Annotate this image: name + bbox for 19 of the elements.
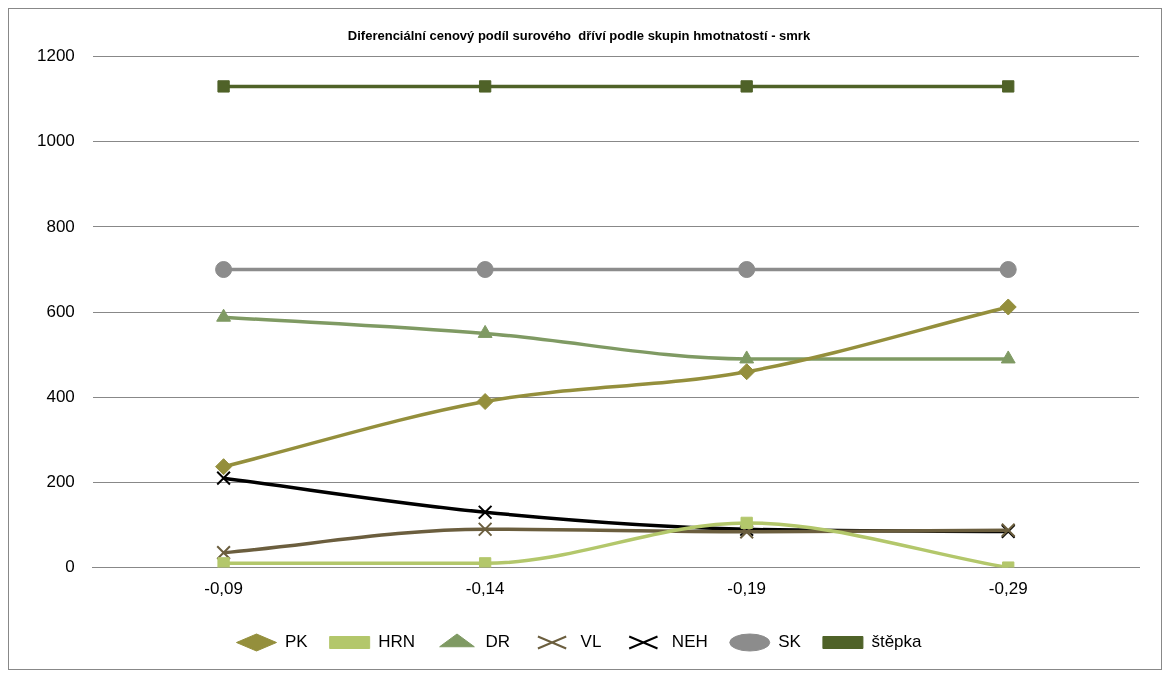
y-tick-label: 1200 (36, 46, 75, 66)
x-tick-label: -0,14 (465, 579, 505, 599)
y-tick-label: 400 (46, 386, 75, 406)
y-tick-label: 0 (65, 557, 75, 577)
legend-label: NEH (671, 632, 708, 652)
x-tick-label: -0,09 (204, 579, 243, 599)
legend-label: DR (485, 632, 511, 652)
legend-label: VL (580, 632, 602, 652)
chart-title: Diferenciální cenový podíl surového dříví podle skupin hmotnatostí - smrk (347, 28, 811, 44)
y-tick-label: 1000 (36, 131, 75, 151)
x-tick-label: -0,29 (988, 579, 1028, 599)
y-tick-label: 200 (46, 472, 75, 492)
legend-label: HRN (378, 632, 416, 652)
y-tick-label: 800 (46, 216, 75, 236)
legend-label: PK (284, 632, 309, 652)
y-tick-label: 600 (46, 301, 75, 321)
x-tick-label: -0,19 (727, 579, 767, 599)
legend-label: štěpka (871, 632, 923, 652)
legend-label: SK (778, 632, 802, 652)
